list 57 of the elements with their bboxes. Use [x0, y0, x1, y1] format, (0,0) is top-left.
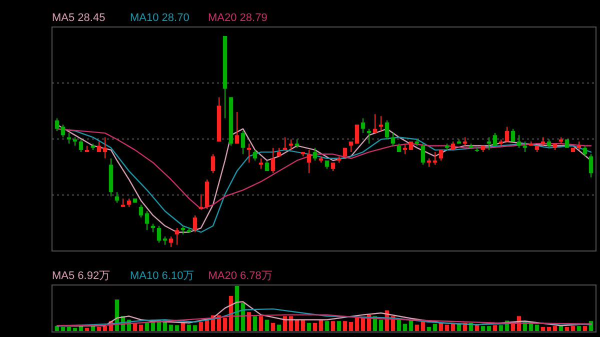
- bar: [54, 326, 60, 331]
- bar: [414, 324, 420, 331]
- bar: [396, 320, 402, 331]
- bar: [510, 324, 516, 331]
- bar: [546, 326, 552, 331]
- bar: [576, 326, 582, 331]
- bar: [582, 326, 588, 331]
- bar: [486, 326, 492, 331]
- bar: [534, 324, 540, 331]
- bar: [198, 322, 204, 331]
- bar: [492, 325, 498, 331]
- bar: [336, 321, 342, 331]
- text: MA10 6.10万: [130, 270, 194, 282]
- bar: [552, 326, 558, 331]
- bar: [66, 326, 72, 331]
- bar: [252, 316, 258, 331]
- bar: [96, 326, 102, 331]
- bar: [258, 316, 264, 331]
- bar: [168, 324, 174, 331]
- bar: [186, 324, 192, 331]
- bar: [324, 321, 330, 331]
- bar: [402, 324, 408, 331]
- bar: [192, 325, 198, 331]
- bar: [102, 326, 108, 331]
- bar: [360, 318, 366, 331]
- bar: [264, 320, 270, 331]
- bar: [60, 326, 66, 331]
- bar: [138, 324, 144, 331]
- bar: [558, 326, 564, 331]
- bar: [276, 324, 282, 331]
- bar: [270, 322, 276, 331]
- text: MA20 6.78万: [208, 270, 272, 282]
- bar: [570, 326, 576, 331]
- bar: [72, 328, 78, 331]
- bar: [444, 324, 450, 331]
- bar: [426, 326, 432, 331]
- bar: [306, 322, 312, 331]
- bar: [480, 326, 486, 331]
- bar: [312, 322, 318, 331]
- bar: [432, 324, 438, 331]
- bar: [540, 326, 546, 331]
- text: MA5 6.92万: [52, 270, 110, 282]
- bar: [348, 322, 354, 331]
- bar: [354, 318, 360, 331]
- bar: [498, 325, 504, 331]
- bar: [174, 325, 180, 331]
- bar: [84, 328, 90, 331]
- text: MA20 28.79: [208, 12, 268, 24]
- bar: [144, 322, 150, 331]
- bar: [474, 325, 480, 331]
- text: MA5 28.45: [52, 12, 106, 24]
- bar: [342, 321, 348, 331]
- bar: [564, 326, 570, 331]
- text: MA10 28.70: [130, 12, 190, 24]
- bar: [378, 320, 384, 331]
- bar: [330, 321, 336, 331]
- bar: [222, 318, 228, 331]
